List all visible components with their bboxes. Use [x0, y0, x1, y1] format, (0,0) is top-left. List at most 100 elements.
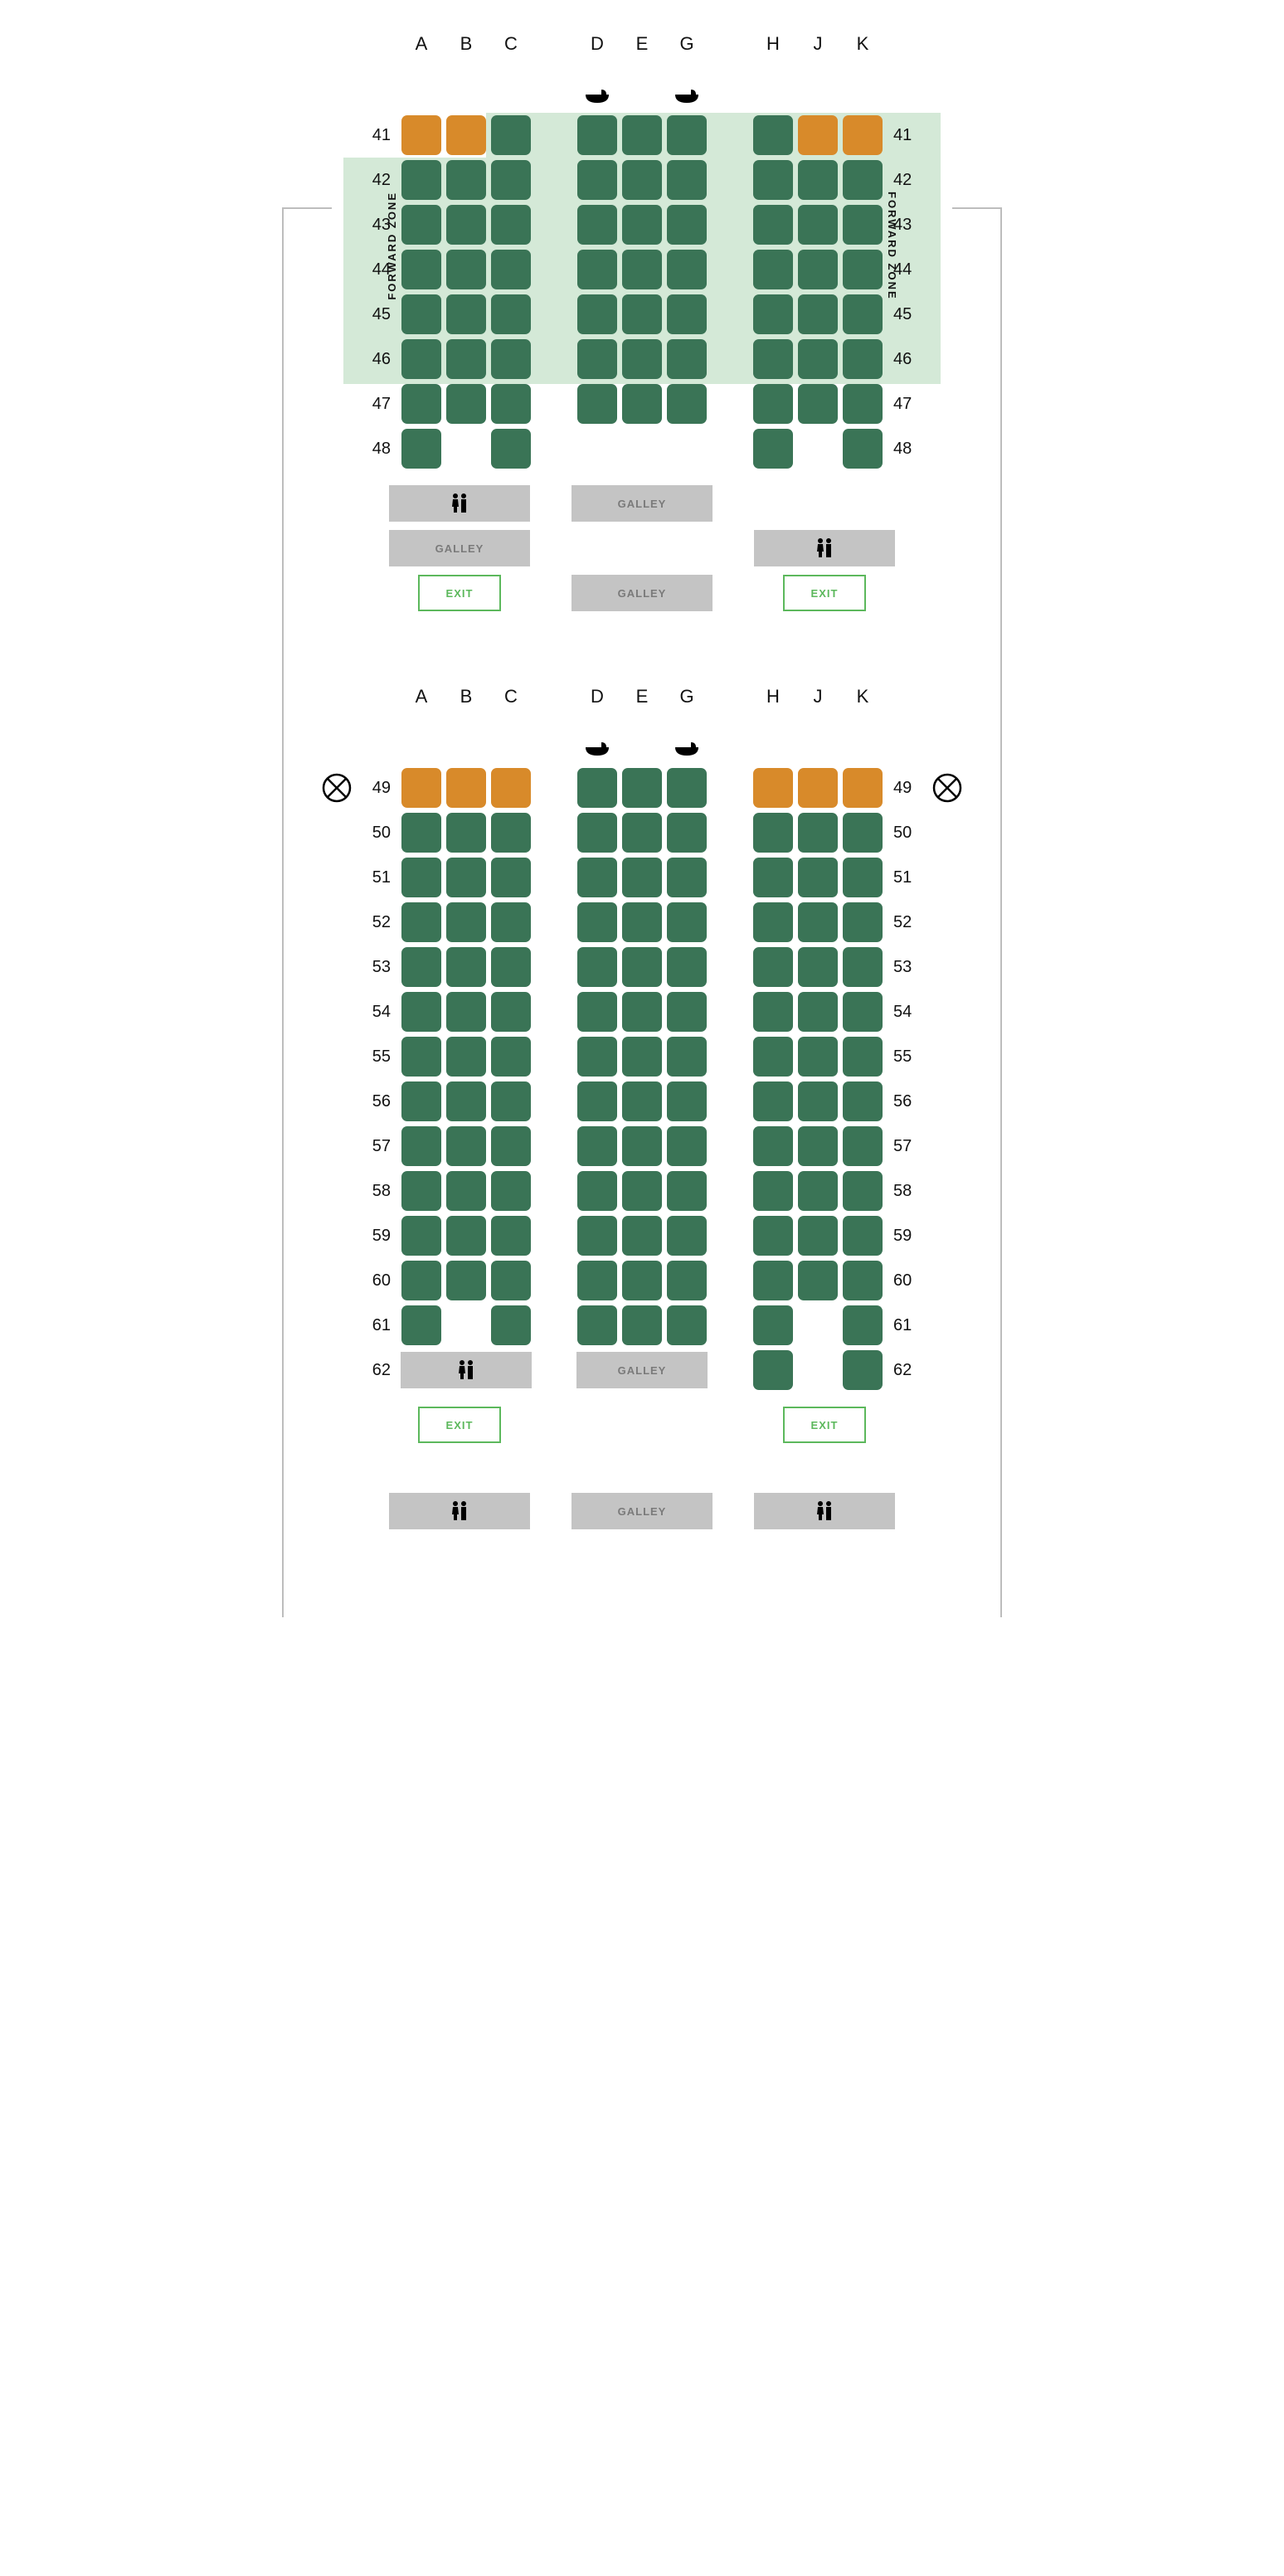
- seat-56J[interactable]: [798, 1081, 838, 1121]
- seat-59B[interactable]: [446, 1216, 486, 1256]
- seat-49A[interactable]: [401, 768, 441, 808]
- seat-58C[interactable]: [491, 1171, 531, 1211]
- seat-42H[interactable]: [753, 160, 793, 200]
- seat-58J[interactable]: [798, 1171, 838, 1211]
- seat-45E[interactable]: [622, 294, 662, 334]
- seat-43G[interactable]: [667, 205, 707, 245]
- seat-54K[interactable]: [843, 992, 883, 1032]
- seat-47D[interactable]: [577, 384, 617, 424]
- seat-62H[interactable]: [753, 1350, 793, 1390]
- seat-42K[interactable]: [843, 160, 883, 200]
- seat-50H[interactable]: [753, 813, 793, 853]
- seat-43A[interactable]: [401, 205, 441, 245]
- seat-44D[interactable]: [577, 250, 617, 289]
- seat-48C[interactable]: [491, 429, 531, 469]
- seat-47B[interactable]: [446, 384, 486, 424]
- seat-52K[interactable]: [843, 902, 883, 942]
- seat-54C[interactable]: [491, 992, 531, 1032]
- seat-47C[interactable]: [491, 384, 531, 424]
- seat-51H[interactable]: [753, 858, 793, 897]
- seat-47G[interactable]: [667, 384, 707, 424]
- seat-53A[interactable]: [401, 947, 441, 987]
- seat-55H[interactable]: [753, 1037, 793, 1077]
- seat-55C[interactable]: [491, 1037, 531, 1077]
- seat-44H[interactable]: [753, 250, 793, 289]
- seat-61G[interactable]: [667, 1305, 707, 1345]
- seat-58A[interactable]: [401, 1171, 441, 1211]
- seat-41E[interactable]: [622, 115, 662, 155]
- seat-59C[interactable]: [491, 1216, 531, 1256]
- seat-50D[interactable]: [577, 813, 617, 853]
- seat-57E[interactable]: [622, 1126, 662, 1166]
- seat-61E[interactable]: [622, 1305, 662, 1345]
- seat-44J[interactable]: [798, 250, 838, 289]
- seat-43B[interactable]: [446, 205, 486, 245]
- seat-52J[interactable]: [798, 902, 838, 942]
- seat-49B[interactable]: [446, 768, 486, 808]
- seat-59D[interactable]: [577, 1216, 617, 1256]
- seat-46G[interactable]: [667, 339, 707, 379]
- seat-61A[interactable]: [401, 1305, 441, 1345]
- seat-42E[interactable]: [622, 160, 662, 200]
- seat-59G[interactable]: [667, 1216, 707, 1256]
- seat-48H[interactable]: [753, 429, 793, 469]
- seat-58D[interactable]: [577, 1171, 617, 1211]
- seat-46H[interactable]: [753, 339, 793, 379]
- seat-55K[interactable]: [843, 1037, 883, 1077]
- seat-47E[interactable]: [622, 384, 662, 424]
- seat-57G[interactable]: [667, 1126, 707, 1166]
- seat-59E[interactable]: [622, 1216, 662, 1256]
- seat-60D[interactable]: [577, 1261, 617, 1300]
- seat-42G[interactable]: [667, 160, 707, 200]
- seat-53G[interactable]: [667, 947, 707, 987]
- seat-57C[interactable]: [491, 1126, 531, 1166]
- seat-42J[interactable]: [798, 160, 838, 200]
- seat-53B[interactable]: [446, 947, 486, 987]
- seat-50J[interactable]: [798, 813, 838, 853]
- seat-53C[interactable]: [491, 947, 531, 987]
- seat-44B[interactable]: [446, 250, 486, 289]
- seat-50A[interactable]: [401, 813, 441, 853]
- seat-51A[interactable]: [401, 858, 441, 897]
- seat-57D[interactable]: [577, 1126, 617, 1166]
- seat-53E[interactable]: [622, 947, 662, 987]
- seat-60A[interactable]: [401, 1261, 441, 1300]
- seat-54E[interactable]: [622, 992, 662, 1032]
- seat-61D[interactable]: [577, 1305, 617, 1345]
- seat-53J[interactable]: [798, 947, 838, 987]
- seat-56K[interactable]: [843, 1081, 883, 1121]
- seat-60G[interactable]: [667, 1261, 707, 1300]
- seat-49E[interactable]: [622, 768, 662, 808]
- seat-55E[interactable]: [622, 1037, 662, 1077]
- seat-47H[interactable]: [753, 384, 793, 424]
- seat-55G[interactable]: [667, 1037, 707, 1077]
- seat-45J[interactable]: [798, 294, 838, 334]
- seat-46C[interactable]: [491, 339, 531, 379]
- seat-41D[interactable]: [577, 115, 617, 155]
- seat-58B[interactable]: [446, 1171, 486, 1211]
- seat-51C[interactable]: [491, 858, 531, 897]
- seat-48K[interactable]: [843, 429, 883, 469]
- seat-47A[interactable]: [401, 384, 441, 424]
- seat-57A[interactable]: [401, 1126, 441, 1166]
- seat-45K[interactable]: [843, 294, 883, 334]
- seat-52D[interactable]: [577, 902, 617, 942]
- seat-54D[interactable]: [577, 992, 617, 1032]
- seat-45D[interactable]: [577, 294, 617, 334]
- seat-51K[interactable]: [843, 858, 883, 897]
- seat-46D[interactable]: [577, 339, 617, 379]
- seat-56H[interactable]: [753, 1081, 793, 1121]
- seat-43K[interactable]: [843, 205, 883, 245]
- seat-56B[interactable]: [446, 1081, 486, 1121]
- seat-57J[interactable]: [798, 1126, 838, 1166]
- seat-52C[interactable]: [491, 902, 531, 942]
- seat-45B[interactable]: [446, 294, 486, 334]
- seat-49H[interactable]: [753, 768, 793, 808]
- seat-41C[interactable]: [491, 115, 531, 155]
- seat-41A[interactable]: [401, 115, 441, 155]
- seat-45A[interactable]: [401, 294, 441, 334]
- seat-43J[interactable]: [798, 205, 838, 245]
- seat-44K[interactable]: [843, 250, 883, 289]
- seat-49G[interactable]: [667, 768, 707, 808]
- seat-51E[interactable]: [622, 858, 662, 897]
